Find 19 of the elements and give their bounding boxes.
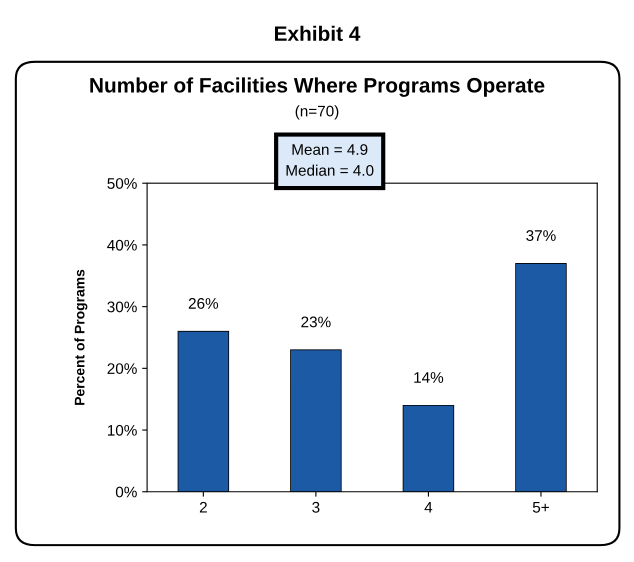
y-tick-label: 20%: [108, 363, 137, 374]
y-tick-label: 10%: [108, 424, 137, 436]
y-tick-label: 40%: [107, 240, 137, 251]
x-tick-label: 2: [200, 502, 207, 513]
data-label: 37%: [526, 230, 556, 241]
data-label: 14%: [414, 372, 444, 383]
y-axis-title: Percent of Programs: [74, 270, 88, 405]
x-tick-label: 4: [424, 502, 432, 513]
y-tick-label: 50%: [107, 178, 137, 189]
text: Exhibit 4: [274, 26, 360, 41]
data-label: 23%: [301, 316, 331, 328]
x-tick-label: 5+: [532, 502, 549, 513]
chart-subtitle: (n=70): [296, 105, 338, 120]
y-tick-label: 0%: [116, 486, 137, 498]
data-label: 26%: [188, 298, 218, 309]
chart-title: Number of Facilities Where Programs Operate: [90, 77, 544, 97]
x-tick-label: 3: [312, 502, 320, 513]
text: Mean = 4.9 Median = 4.0: [286, 144, 374, 176]
y-tick-label: 30%: [107, 301, 137, 312]
